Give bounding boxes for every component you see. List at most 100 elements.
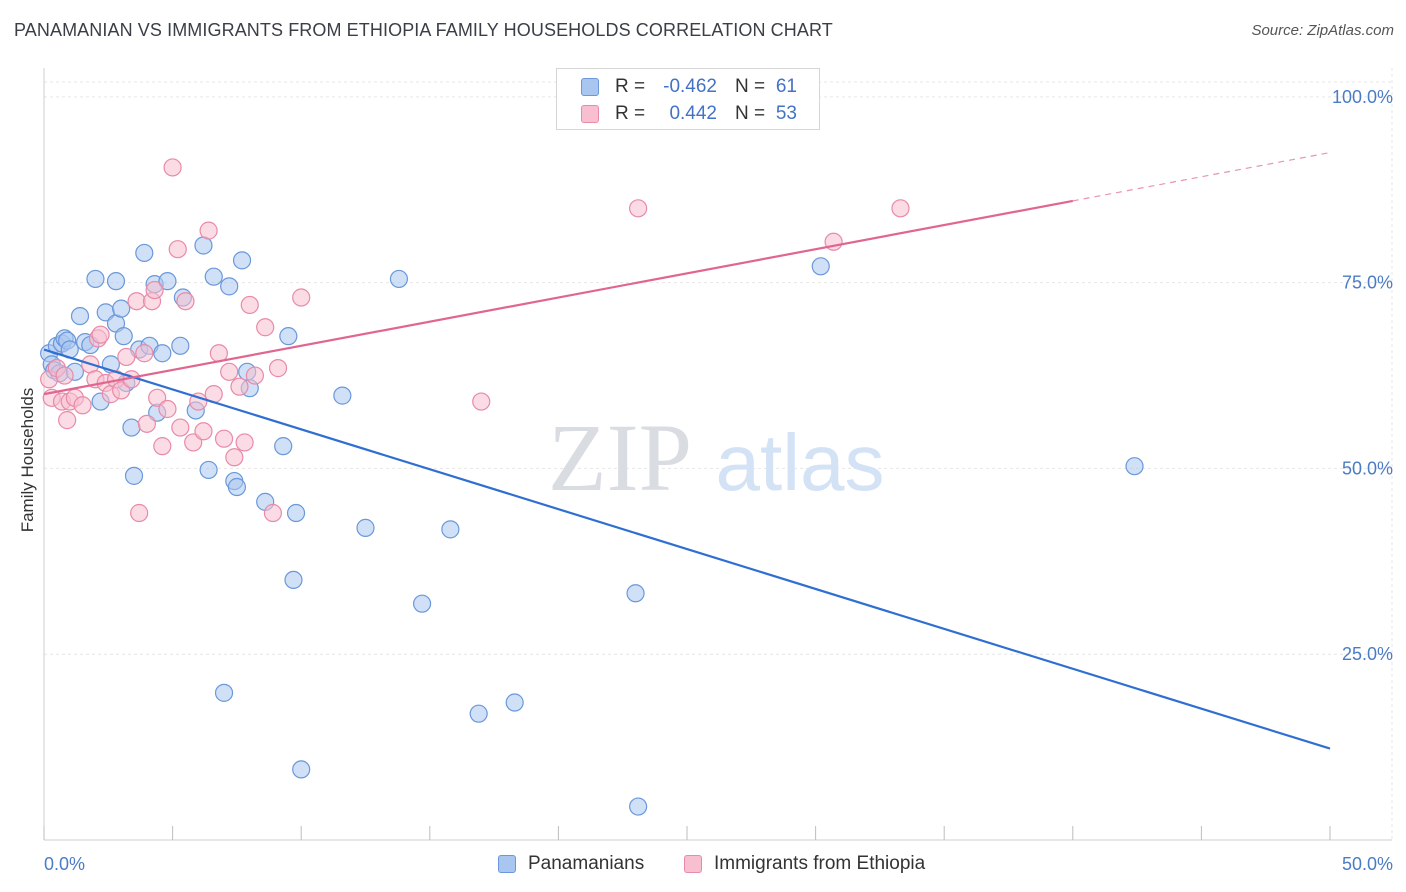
point-panamanians — [279, 327, 298, 346]
point-ethiopia — [112, 381, 131, 400]
point-panamanians — [86, 269, 105, 289]
point-ethiopia — [55, 366, 74, 385]
point-panamanians — [356, 518, 375, 537]
trend-line-ethiopia — [43, 199, 1074, 396]
stats-row-ethiopia: R = 0.442 N = 53 — [557, 101, 819, 127]
trend-line-ethiopia-extension — [1072, 152, 1331, 202]
point-panamanians — [412, 594, 432, 613]
point-ethiopia — [199, 221, 218, 240]
stats-row-panamanians: R = -0.462 N = 61 — [557, 74, 819, 100]
legend-swatch-panamanians — [498, 855, 516, 873]
tick-labels: 100.0% 75.0% 50.0% 25.0% 0.0% 50.0% — [44, 87, 1393, 874]
y-tick-label: 50.0% — [1342, 458, 1393, 478]
point-panamanians — [122, 418, 141, 437]
r-label: R = — [615, 76, 646, 97]
watermark-atlas: atlas — [716, 418, 885, 507]
point-panamanians — [112, 299, 131, 318]
point-ethiopia — [235, 433, 254, 452]
point-panamanians — [158, 272, 177, 291]
legend: Panamanians Immigrants from Ethiopia — [0, 852, 1406, 876]
y-axis-label: Family Households — [18, 388, 37, 533]
point-panamanians — [204, 267, 223, 286]
n-label: N = — [735, 76, 766, 97]
point-panamanians — [441, 520, 460, 539]
point-ethiopia — [256, 318, 275, 337]
point-panamanians — [135, 243, 154, 263]
r-label: R = — [615, 103, 646, 124]
point-panamanians — [114, 327, 133, 346]
point-panamanians — [220, 277, 239, 296]
point-ethiopia — [194, 422, 213, 441]
point-ethiopia — [153, 437, 172, 456]
n-value: 61 — [775, 76, 797, 97]
point-panamanians — [389, 269, 409, 289]
point-ethiopia — [184, 433, 203, 452]
trend-line-panamanians — [43, 348, 1331, 750]
point-ethiopia — [176, 292, 195, 311]
point-ethiopia — [91, 325, 110, 344]
legend-label: Panamanians — [528, 853, 645, 874]
point-panamanians — [1125, 457, 1144, 476]
point-ethiopia — [117, 347, 136, 367]
point-panamanians — [232, 251, 252, 270]
point-ethiopia — [292, 288, 311, 307]
point-ethiopia — [163, 158, 182, 177]
point-ethiopia — [73, 396, 92, 415]
n-value: 53 — [775, 103, 797, 124]
x-tick-label-left: 0.0% — [44, 854, 85, 874]
point-ethiopia — [891, 199, 910, 218]
y-tick-label: 100.0% — [1332, 87, 1393, 107]
x-tick-label-right: 50.0% — [1342, 854, 1393, 874]
trend-lines — [43, 152, 1331, 750]
point-ethiopia — [220, 362, 239, 381]
point-panamanians — [70, 306, 90, 326]
point-ethiopia — [245, 366, 265, 385]
point-panamanians — [284, 570, 303, 590]
point-ethiopia — [189, 392, 208, 411]
point-panamanians — [469, 704, 488, 723]
point-ethiopia — [230, 377, 249, 396]
point-ethiopia — [214, 429, 234, 448]
point-panamanians — [153, 344, 172, 363]
stats-swatch-panamanians — [581, 78, 599, 96]
point-panamanians — [274, 437, 293, 456]
point-panamanians — [227, 477, 246, 497]
r-value: 0.442 — [669, 103, 717, 124]
r-value: -0.462 — [663, 76, 717, 97]
point-panamanians — [106, 272, 126, 291]
point-ethiopia — [168, 240, 187, 259]
stats-box: R = -0.462 N = 61 R = 0.442 N = 53 — [556, 68, 820, 130]
point-ethiopia — [137, 414, 156, 433]
point-panamanians — [626, 584, 645, 603]
point-ethiopia — [127, 292, 146, 311]
point-panamanians — [811, 257, 830, 276]
point-panamanians — [292, 760, 311, 779]
point-ethiopia — [268, 359, 288, 378]
point-panamanians — [286, 503, 306, 523]
point-ethiopia — [145, 280, 164, 300]
point-ethiopia — [58, 411, 77, 430]
point-ethiopia — [240, 295, 259, 315]
point-panamanians — [171, 336, 190, 355]
point-ethiopia — [225, 448, 244, 467]
watermark-zip: ZIP — [548, 404, 692, 511]
y-tick-label: 25.0% — [1342, 644, 1393, 664]
point-ethiopia — [148, 388, 167, 407]
point-panamanians — [124, 466, 144, 485]
point-ethiopia — [629, 199, 648, 218]
watermark: ZIP atlas — [548, 404, 884, 511]
point-ethiopia — [130, 503, 149, 523]
stats-swatch-ethiopia — [581, 105, 599, 123]
point-panamanians — [333, 386, 352, 405]
point-ethiopia — [263, 503, 283, 523]
point-ethiopia — [472, 392, 491, 411]
chart-title: PANAMANIAN VS IMMIGRANTS FROM ETHIOPIA F… — [14, 20, 833, 40]
source-label: Source: ZipAtlas.com — [1251, 22, 1394, 39]
point-panamanians — [199, 460, 218, 480]
n-label: N = — [735, 103, 766, 124]
point-ethiopia — [158, 399, 177, 419]
point-panamanians — [629, 797, 648, 816]
legend-label: Immigrants from Ethiopia — [714, 853, 926, 874]
point-ethiopia — [171, 418, 190, 437]
